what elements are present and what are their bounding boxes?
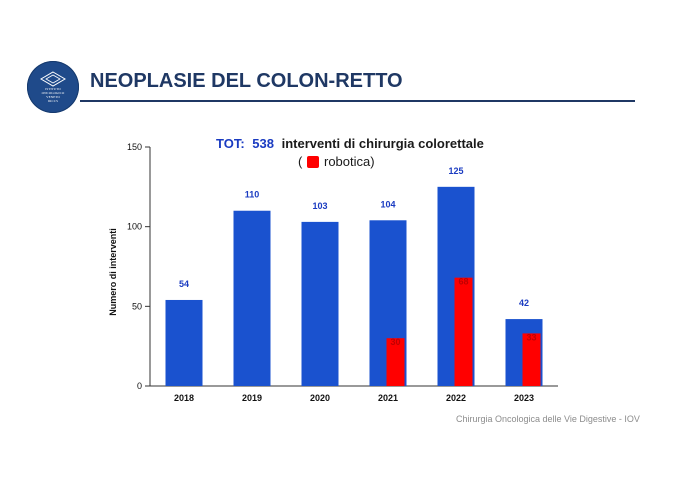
chart-title-total: 538: [252, 136, 274, 151]
bar-total: [165, 299, 203, 386]
slide-title: NEOPLASIE DEL COLON-RETTO: [90, 70, 403, 92]
bar-robotica-label: 68: [458, 277, 468, 287]
bar-total-label: 54: [179, 279, 189, 289]
bar-total-label: 125: [448, 166, 463, 176]
bar-robotica-label: 30: [390, 337, 400, 347]
bar-total-label: 103: [312, 201, 327, 211]
bar-total-label: 104: [380, 199, 395, 209]
y-tick-label: 0: [137, 381, 142, 391]
iov-logo: ISTITUTO ONCOLOGICO VENETO IRCCS: [27, 61, 79, 113]
title-divider: [80, 100, 635, 102]
bar-robotica: [386, 338, 405, 386]
y-tick-label: 50: [132, 301, 142, 311]
svg-text:TOT: 538 intervent: TOT: 538 interventi di chirurgia coloret…: [216, 136, 484, 151]
logo-emblem-icon: [40, 71, 66, 87]
y-tick-label: 100: [127, 222, 142, 232]
bar-total: [233, 210, 271, 386]
legend-label-robotica: robotica): [324, 154, 375, 169]
chart-bars: [165, 186, 543, 386]
chart-labels: 54 2018 110 2019 103 2020 104 30 2021 125 68 2022 42…: [174, 166, 537, 403]
y-tick-label: 150: [127, 142, 142, 152]
bar-total-label: 110: [245, 190, 260, 200]
chart-title-suffix: interventi di chirurgia colorettale: [282, 136, 484, 151]
chart-title: TOT: 538 interventi di chirurgia coloret…: [216, 136, 484, 151]
bar-total: [301, 221, 339, 386]
x-tick-label: 2021: [378, 393, 398, 403]
bar-total-label: 42: [519, 298, 529, 308]
chart-axes: 0 50 100 150: [127, 142, 558, 391]
y-axis-label: Numero di interventi: [108, 228, 118, 316]
footer-credit: Chirurgia Oncologica delle Vie Digestive…: [456, 414, 640, 424]
x-tick-label: 2018: [174, 393, 194, 403]
legend-swatch-robotica: [307, 156, 319, 168]
legend-open-paren: (: [298, 154, 303, 169]
bar-robotica: [454, 277, 473, 386]
bar-robotica-label: 33: [526, 332, 536, 342]
chart-title-prefix: TOT:: [216, 136, 245, 151]
x-tick-label: 2020: [310, 393, 330, 403]
logo-text: ISTITUTO ONCOLOGICO VENETO IRCCS: [41, 87, 65, 103]
x-tick-label: 2022: [446, 393, 466, 403]
x-tick-label: 2023: [514, 393, 534, 403]
chart-legend: ( robotica): [298, 154, 375, 169]
x-tick-label: 2019: [242, 393, 262, 403]
bar-robotica: [522, 333, 541, 386]
